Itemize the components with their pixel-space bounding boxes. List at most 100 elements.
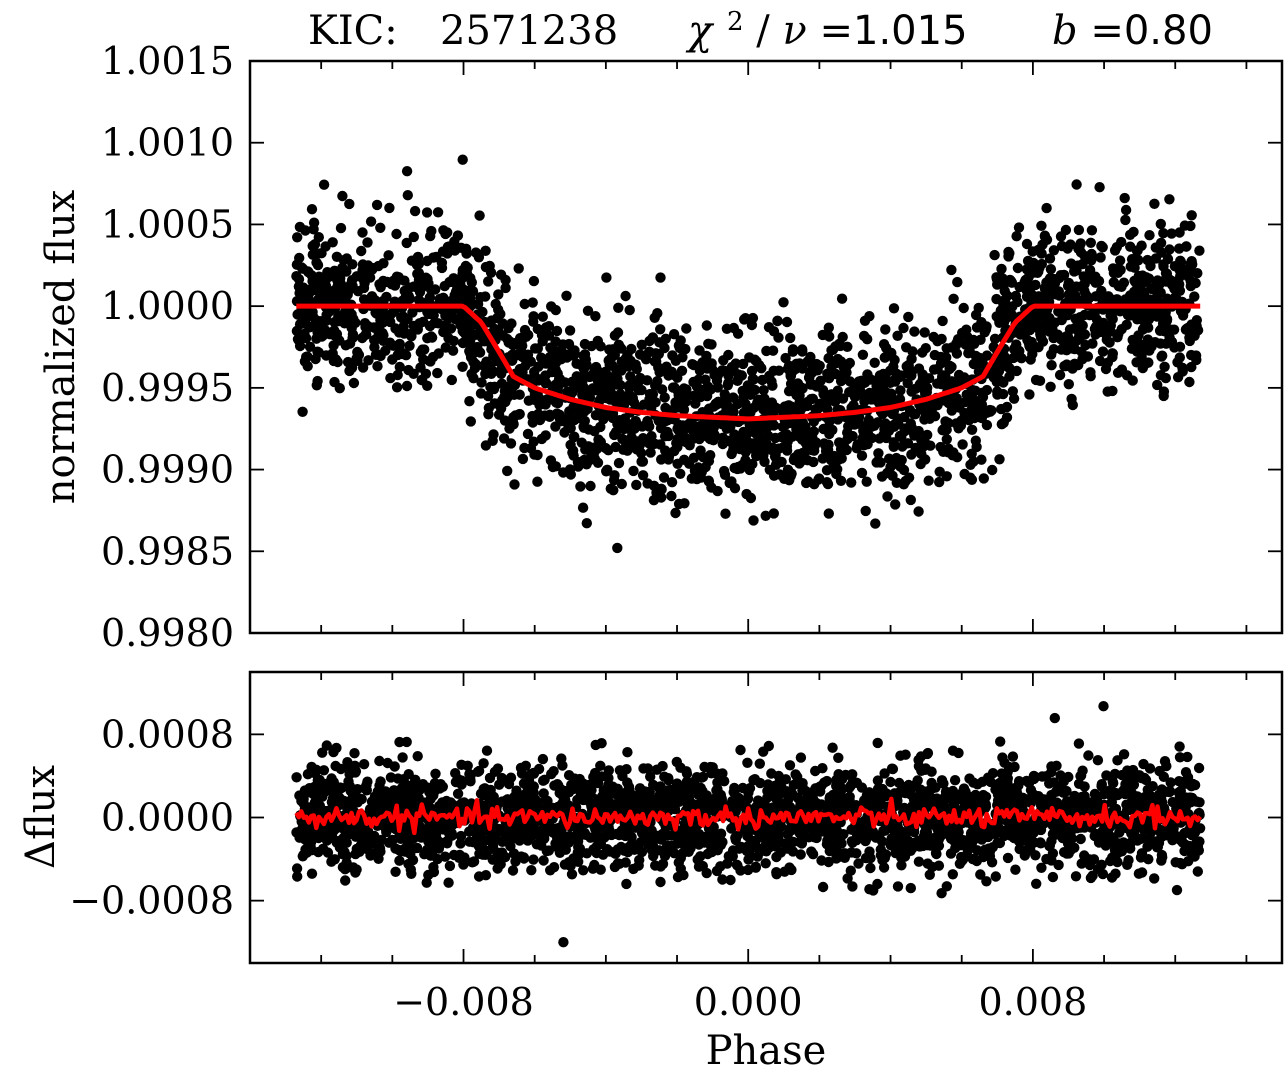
top-data-point: [1107, 385, 1118, 397]
top-data-point: [754, 399, 765, 411]
top-data-point: [300, 225, 311, 236]
top-data-point: [581, 360, 592, 371]
top-data-point: [653, 362, 664, 373]
top-data-point: [378, 275, 389, 287]
top-data-point: [1120, 204, 1132, 216]
top-data-point: [356, 245, 367, 257]
top-data-point: [688, 420, 700, 432]
top-data-point: [307, 240, 318, 252]
bottom-data-point: [949, 775, 961, 786]
top-data-point: [878, 339, 890, 350]
top-data-point: [616, 478, 627, 490]
top-data-point: [1149, 337, 1161, 348]
top-data-point: [938, 424, 949, 435]
top-model-line: [296, 303, 1201, 422]
top-data-point: [853, 415, 864, 426]
top-data-point: [815, 375, 826, 386]
top-data-point: [1186, 210, 1197, 221]
top-data-point: [1075, 320, 1086, 332]
bottom-data-point: [329, 854, 340, 865]
bottom-data-point: [1175, 857, 1186, 869]
top-data-point: [684, 440, 695, 451]
top-data-point: [1022, 255, 1034, 267]
top-data-point: [620, 353, 631, 365]
top-data-point: [1164, 194, 1175, 205]
bottom-data-point: [840, 800, 852, 811]
top-data-point: [384, 202, 395, 214]
top-data-point: [357, 227, 368, 238]
top-data-point: [737, 358, 749, 370]
top-data-point: [920, 409, 932, 420]
top-data-point: [533, 374, 544, 385]
bottom-data-point: [1161, 760, 1172, 772]
top-data-point: [1136, 350, 1147, 362]
bottom-data-point: [520, 760, 531, 771]
bottom-data-point: [1013, 780, 1024, 791]
top-data-point: [888, 303, 900, 314]
top-data-point: [888, 441, 899, 452]
bottom-data-point: [798, 830, 810, 841]
top-data-point: [1044, 312, 1055, 324]
top-data-point: [318, 179, 330, 190]
top-data-point: [294, 252, 305, 264]
top-data-point: [1032, 267, 1043, 278]
bottom-data-point: [1036, 862, 1047, 873]
top-data-point: [433, 318, 444, 329]
bottom-data-point: [938, 778, 949, 789]
top-data-point: [438, 326, 449, 338]
top-data-point: [419, 280, 430, 291]
top-data-point: [337, 190, 348, 202]
top-data-point: [759, 456, 770, 467]
top-data-point: [946, 405, 957, 416]
top-data-point: [385, 309, 396, 320]
top-data-point: [514, 363, 526, 375]
bottom-data-point: [865, 862, 876, 874]
top-data-point: [457, 337, 469, 349]
top-data-point: [655, 324, 666, 335]
bottom-data-point: [968, 777, 979, 788]
top-data-point: [417, 344, 428, 355]
top-data-point: [527, 297, 538, 308]
bottom-data-point: [375, 776, 386, 787]
bottom-data-point: [651, 764, 663, 775]
bottom-data-point: [350, 848, 361, 860]
top-data-point: [989, 333, 1001, 344]
top-data-point: [571, 358, 582, 369]
top-data-point: [790, 419, 801, 430]
bottom-data-point: [538, 855, 549, 866]
top-data-point: [742, 380, 754, 391]
top-data-point: [672, 433, 684, 444]
top-data-point: [536, 330, 548, 341]
top-data-point: [781, 445, 793, 456]
top-data-point: [527, 417, 538, 428]
top-data-point: [728, 322, 739, 334]
top-data-point: [679, 423, 691, 434]
bottom-data-point: [743, 854, 754, 865]
bottom-data-point: [1164, 786, 1176, 797]
top-data-point: [905, 494, 916, 506]
bottom-data-point: [1193, 762, 1205, 774]
top-data-point: [1001, 401, 1013, 413]
bottom-data-point: [634, 854, 645, 866]
bottom-data-point: [1110, 868, 1121, 879]
top-data-point: [1168, 324, 1180, 335]
top-data-point: [567, 447, 578, 458]
bottom-data-point: [526, 865, 537, 876]
top-data-point: [832, 353, 844, 365]
top-data-point: [861, 476, 872, 487]
top-y-axis-label: normalized flux: [38, 189, 84, 504]
top-data-point: [543, 321, 555, 332]
top-data-point: [968, 334, 979, 346]
top-data-point: [711, 375, 723, 386]
bottom-data-point: [1073, 778, 1085, 789]
bottom-data-point: [1173, 776, 1185, 787]
top-data-point: [436, 257, 448, 268]
bottom-data-point: [872, 878, 883, 890]
bottom-data-point: [394, 855, 405, 866]
top-data-point: [533, 408, 544, 420]
top-data-point: [312, 346, 323, 357]
top-data-point: [673, 340, 685, 351]
top-data-point: [690, 398, 701, 409]
top-data-point: [575, 481, 586, 492]
